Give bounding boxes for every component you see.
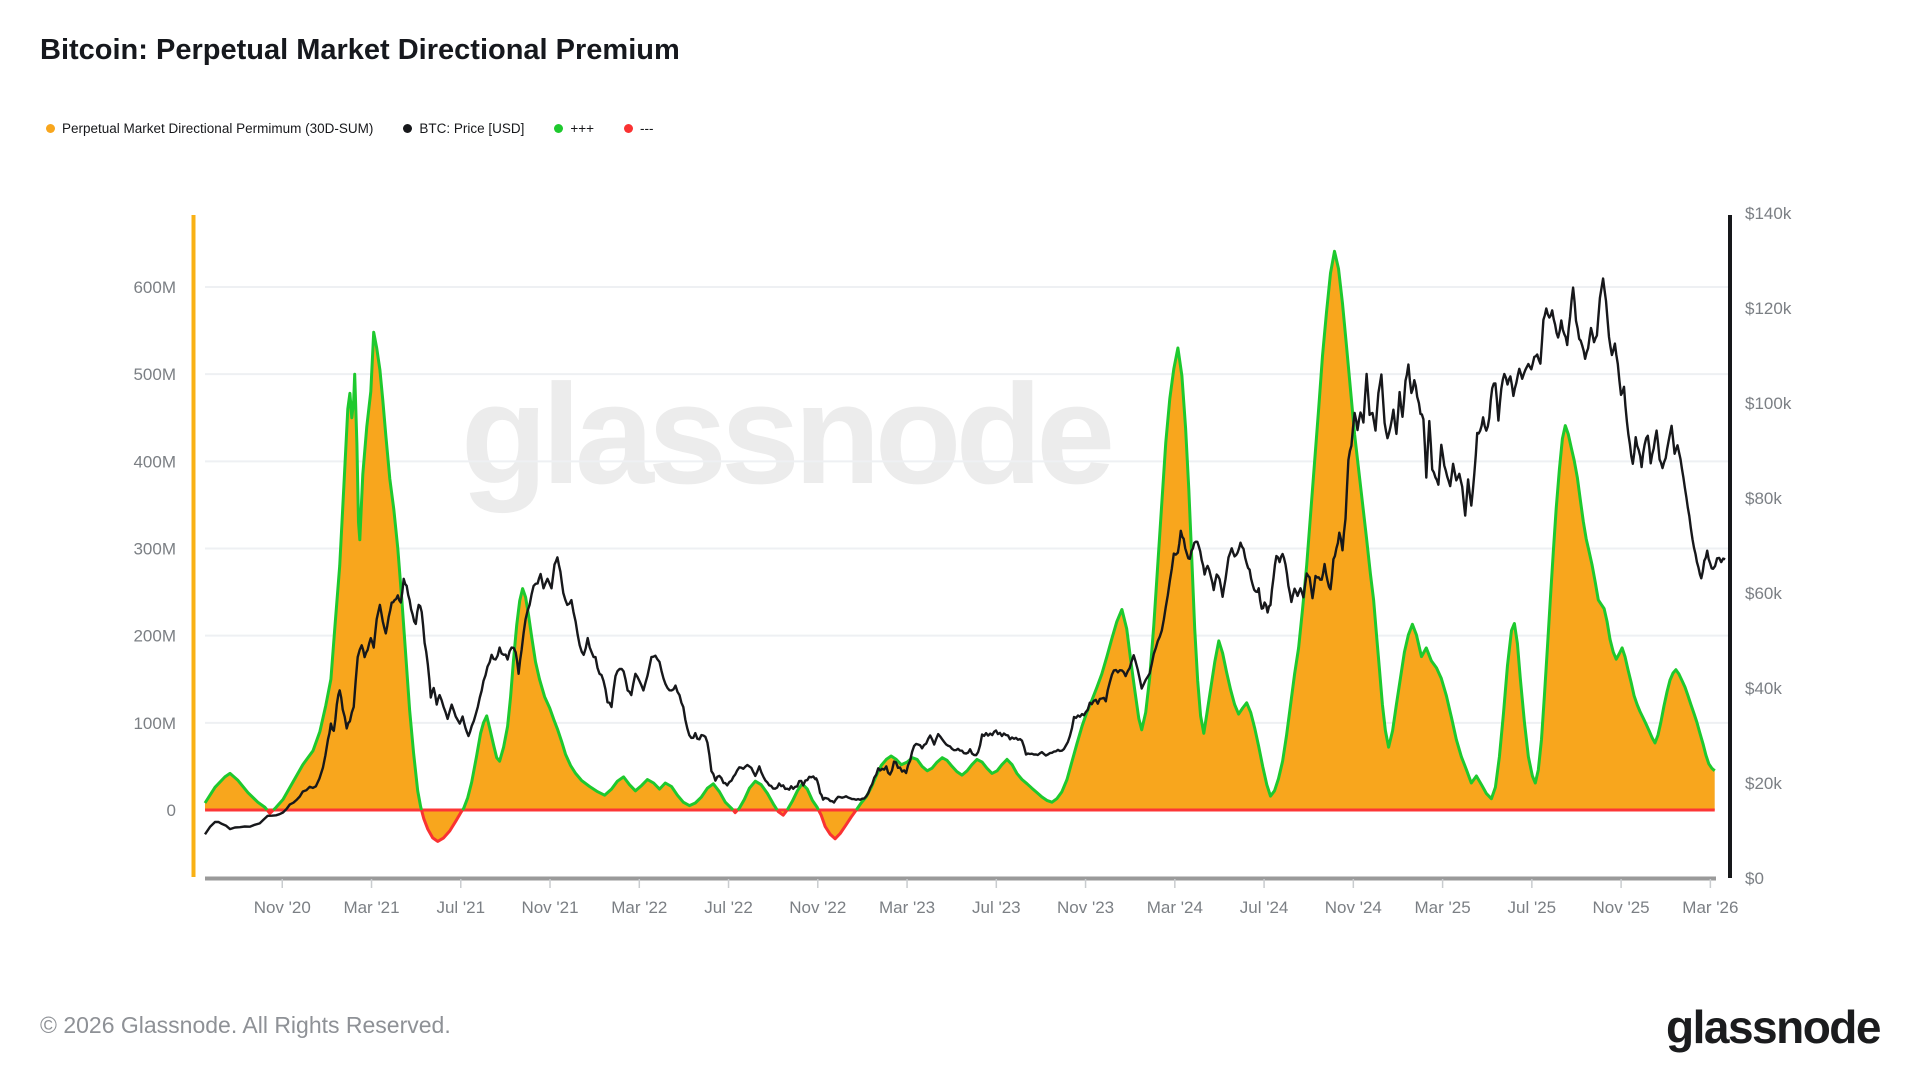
left-axis-tick-label: 600M	[133, 278, 176, 297]
left-axis-tick-label: 500M	[133, 365, 176, 384]
x-axis-tick-label: Mar '21	[343, 898, 399, 917]
premium-outline-positive	[855, 249, 1716, 811]
premium-outline-negative	[775, 809, 789, 817]
premium-outline-negative	[731, 808, 739, 815]
legend-label-positive: +++	[570, 121, 595, 136]
right-axis-tick-label: $0	[1745, 869, 1764, 888]
premium-outline-positive	[736, 779, 779, 812]
right-axis-tick-label: $120k	[1745, 299, 1792, 318]
chart-legend: Perpetual Market Directional Permimum (3…	[46, 121, 654, 136]
x-axis-tick-label: Mar '24	[1147, 898, 1203, 917]
watermark-text: glassnode	[461, 355, 1111, 514]
legend-label-premium: Perpetual Market Directional Permimum (3…	[62, 121, 374, 136]
x-axis-tick-label: Jul '24	[1240, 898, 1289, 917]
premium-series-dot-icon	[46, 124, 55, 133]
right-axis-tick-label: $60k	[1745, 584, 1782, 603]
right-axis-tick-label: $20k	[1745, 774, 1782, 793]
x-axis-tick-label: Mar '22	[611, 898, 667, 917]
right-axis-tick-label: $100k	[1745, 394, 1792, 413]
left-axis-tick-label: 400M	[133, 452, 176, 471]
premium-outline-negative	[420, 809, 464, 843]
positive-series-dot-icon	[554, 124, 564, 133]
x-axis-tick-label: Mar '23	[879, 898, 935, 917]
legend-item-positive[interactable]: +++	[554, 121, 594, 136]
left-axis-tick-label: 300M	[133, 539, 176, 558]
premium-outline-positive	[203, 771, 269, 811]
premium-outline-negative	[265, 808, 275, 815]
right-axis-tick-label: $80k	[1745, 489, 1782, 508]
legend-item-btc-price[interactable]: BTC: Price [USD]	[403, 121, 524, 136]
legend-item-negative[interactable]: ---	[624, 121, 654, 136]
x-axis-tick-label: Nov '20	[254, 898, 311, 917]
copyright-text: © 2026 Glassnode. All Rights Reserved.	[40, 1012, 451, 1038]
legend-label-btc-price: BTC: Price [USD]	[419, 121, 525, 136]
page-title: Bitcoin: Perpetual Market Directional Pr…	[40, 34, 680, 66]
x-axis-tick-label: Jul '21	[436, 898, 485, 917]
right-axis-tick-label: $40k	[1745, 679, 1782, 698]
x-axis-tick-label: Jul '23	[972, 898, 1021, 917]
btc-price-series-dot-icon	[403, 124, 413, 133]
negative-series-dot-icon	[624, 124, 634, 133]
left-axis-tick-label: 100M	[133, 714, 176, 733]
x-axis-tick-label: Nov '21	[521, 898, 578, 917]
premium-outline-positive	[461, 587, 735, 811]
x-axis-tick-label: Jul '25	[1508, 898, 1557, 917]
x-axis-tick-label: Mar '25	[1415, 898, 1471, 917]
glassnode-logo: glassnode	[1665, 1001, 1882, 1053]
premium-area	[205, 251, 1715, 842]
left-axis-tick-label: 0	[167, 801, 176, 820]
x-axis-tick-label: Mar '26	[1682, 898, 1738, 917]
x-axis-tick-label: Nov '25	[1593, 898, 1650, 917]
x-axis-tick-label: Nov '24	[1325, 898, 1382, 917]
x-axis-tick-label: Jul '22	[704, 898, 753, 917]
premium-outline-positive	[785, 782, 820, 811]
left-axis-tick-label: 200M	[133, 627, 176, 646]
x-axis-tick-label: Nov '22	[789, 898, 846, 917]
btc-price-line	[204, 277, 1726, 835]
right-axis-tick-label: $140k	[1745, 204, 1792, 223]
x-axis-tick-label: Nov '23	[1057, 898, 1114, 917]
legend-item-premium[interactable]: Perpetual Market Directional Permimum (3…	[46, 121, 373, 136]
premium-outline-negative	[817, 809, 858, 841]
legend-label-negative: ---	[640, 121, 654, 136]
